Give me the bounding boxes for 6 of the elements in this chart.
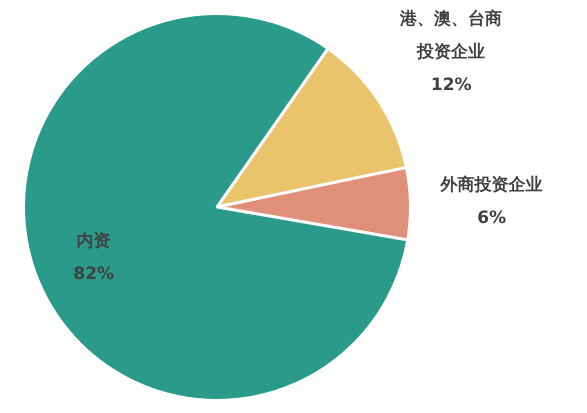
data-label: 82% bbox=[73, 264, 114, 284]
data-label: 12% bbox=[430, 74, 472, 95]
slice-label: 外商投资企业 bbox=[440, 175, 543, 196]
slice-label: 内资 bbox=[76, 231, 111, 252]
data-label: 6% bbox=[477, 208, 506, 228]
slice-label: 港、澳、台商投资企业 bbox=[399, 8, 502, 62]
